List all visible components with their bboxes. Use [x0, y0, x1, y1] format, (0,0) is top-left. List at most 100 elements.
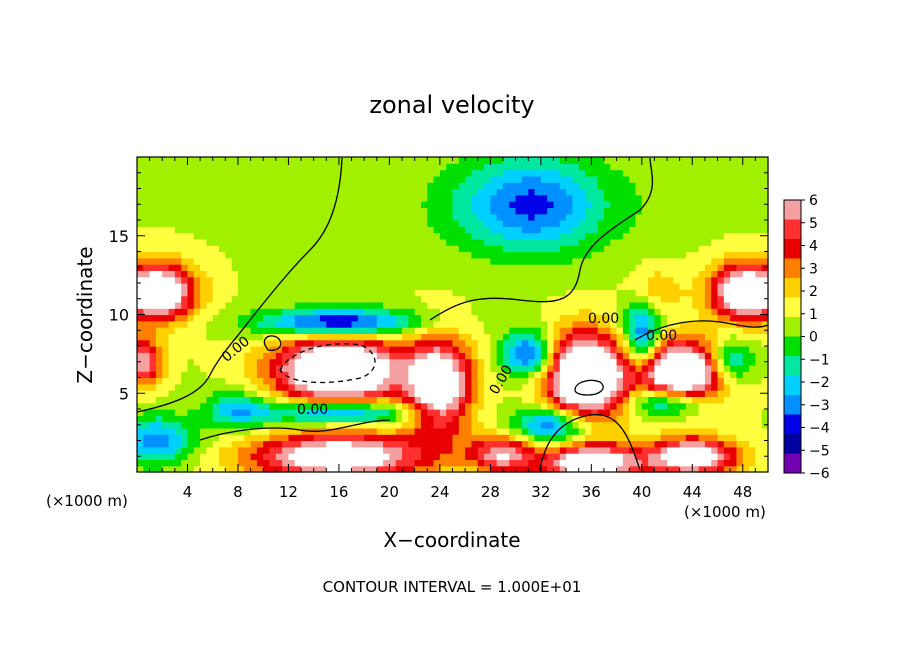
field-cell — [439, 264, 447, 271]
field-cell — [528, 396, 536, 404]
field-cell — [143, 339, 151, 347]
field-cell — [420, 207, 428, 215]
field-cell — [673, 283, 681, 290]
field-cell — [351, 440, 359, 448]
field-cell — [332, 314, 340, 322]
field-cell — [761, 182, 769, 190]
field-cell — [635, 333, 643, 341]
field-cell — [149, 226, 157, 234]
field-cell — [402, 238, 409, 246]
field-cell — [477, 377, 485, 385]
field-cell — [490, 251, 498, 259]
field-cell — [294, 358, 302, 366]
field-cell — [547, 169, 555, 177]
field-cell — [547, 333, 555, 341]
field-cell — [155, 371, 163, 379]
field-cell — [477, 390, 485, 397]
field-cell — [155, 327, 163, 334]
field-cell — [275, 339, 283, 347]
field-cell — [723, 421, 731, 429]
field-cell — [502, 201, 510, 208]
field-cell — [395, 188, 403, 196]
field-cell — [301, 232, 308, 240]
field-cell — [679, 434, 687, 442]
field-cell — [149, 283, 157, 290]
field-cell — [465, 446, 473, 454]
field-cell — [496, 346, 504, 353]
field-cell — [685, 194, 693, 202]
field-cell — [376, 238, 384, 246]
field-cell — [200, 453, 208, 460]
field-cell — [730, 283, 738, 290]
field-cell — [667, 409, 674, 416]
field-cell — [711, 182, 719, 190]
field-cell — [433, 427, 441, 435]
field-cell — [319, 283, 327, 290]
field-cell — [345, 220, 353, 227]
field-cell — [660, 182, 668, 190]
field-cell — [622, 308, 630, 316]
field-cell — [496, 213, 504, 221]
field-cell — [351, 270, 359, 278]
field-cell — [250, 371, 258, 379]
field-cell — [338, 409, 346, 416]
field-cell — [225, 283, 233, 290]
field-cell — [225, 257, 233, 265]
field-cell — [345, 346, 353, 353]
field-cell — [364, 409, 372, 416]
field-cell — [345, 320, 353, 328]
field-cell — [616, 346, 624, 353]
field-cell — [521, 270, 529, 278]
field-cell — [528, 201, 536, 208]
field-cell — [326, 409, 334, 416]
field-cell — [477, 257, 485, 265]
field-cell — [742, 301, 750, 309]
field-cell — [408, 220, 416, 227]
field-cell — [528, 157, 536, 164]
field-cell — [723, 257, 731, 265]
field-cell — [717, 358, 725, 366]
field-cell — [282, 440, 290, 448]
field-cell — [534, 232, 542, 240]
field-cell — [616, 339, 624, 347]
field-cell — [717, 390, 725, 397]
field-cell — [383, 308, 390, 316]
field-cell — [376, 402, 384, 410]
field-cell — [597, 352, 605, 360]
field-cell — [237, 295, 245, 303]
field-cell — [269, 364, 277, 372]
field-cell — [408, 320, 416, 328]
field-cell — [263, 301, 271, 309]
field-cell — [326, 320, 334, 328]
field-cell — [458, 465, 466, 473]
field-cell — [439, 232, 447, 240]
field-cell — [219, 358, 226, 366]
field-cell — [402, 364, 409, 372]
field-cell — [654, 283, 662, 290]
field-cell — [319, 207, 327, 215]
field-cell — [585, 270, 592, 278]
field-cell — [275, 421, 283, 429]
field-cell — [749, 339, 756, 347]
field-cell — [137, 276, 144, 284]
field-cell — [458, 383, 466, 391]
field-cell — [149, 175, 157, 183]
field-cell — [250, 301, 258, 309]
field-cell — [149, 188, 157, 196]
field-cell — [143, 226, 151, 234]
field-cell — [288, 169, 296, 177]
field-cell — [200, 194, 208, 202]
field-cell — [408, 238, 416, 246]
field-cell — [585, 346, 592, 353]
field-cell — [585, 409, 592, 416]
field-cell — [370, 402, 378, 410]
field-cell — [269, 226, 277, 234]
field-cell — [742, 327, 750, 334]
field-cell — [477, 283, 485, 290]
field-cell — [502, 314, 510, 322]
field-cell — [723, 377, 731, 385]
field-cell — [692, 182, 700, 190]
field-cell — [256, 396, 264, 404]
field-cell — [616, 383, 624, 391]
field-cell — [685, 264, 693, 271]
